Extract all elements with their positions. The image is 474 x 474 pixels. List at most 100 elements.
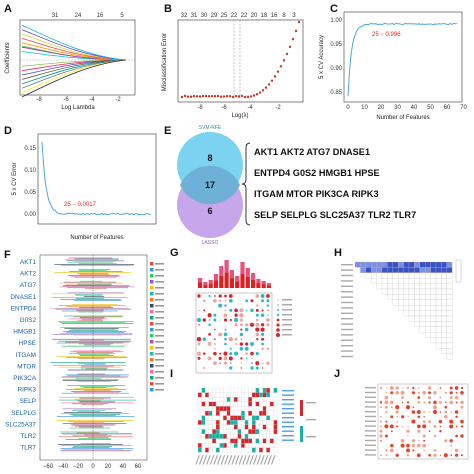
- x-tick-label: 20: [105, 464, 112, 470]
- grid-cell: [441, 272, 447, 279]
- dot: [255, 322, 260, 327]
- dot: [208, 319, 211, 321]
- cv-point: [216, 94, 220, 98]
- grid-cell: [387, 272, 393, 279]
- heat-cell: [233, 429, 238, 435]
- legend-text-stub: [155, 317, 164, 319]
- y-tick-label: 0.90: [330, 66, 342, 72]
- panel-h-legend-box: [455, 259, 462, 283]
- bar-segment: [224, 272, 229, 288]
- heat-cell: [212, 410, 217, 416]
- legend-text-stub: [155, 371, 164, 373]
- heat-cell: [201, 420, 206, 425]
- heat-cell: [223, 397, 227, 402]
- dot: [223, 332, 228, 337]
- heat-cell: [223, 401, 227, 407]
- top-tick-label: 20: [251, 13, 258, 19]
- coefficient-path: [21, 59, 127, 98]
- panel-label-i: I: [170, 368, 173, 380]
- grid-cell: [392, 267, 399, 273]
- heat-cell: [248, 443, 253, 448]
- panel-label-f: F: [4, 249, 11, 261]
- legend-swatch: [150, 370, 154, 374]
- dot: [196, 351, 202, 356]
- grid-cell: [430, 267, 437, 273]
- dot: [460, 434, 464, 438]
- dot: [439, 454, 442, 456]
- heat-cell: [208, 424, 213, 430]
- dot: [235, 343, 237, 345]
- dot: [234, 313, 238, 317]
- col-label-stub: [231, 455, 236, 465]
- heat-cell: [269, 443, 274, 448]
- top-tick-label: 22: [231, 13, 238, 19]
- dot: [234, 351, 239, 356]
- bar-segment: [261, 284, 266, 288]
- heat-cell: [233, 392, 238, 398]
- grid-cell: [403, 288, 410, 295]
- row-label-stub: [341, 323, 353, 325]
- dot: [384, 424, 389, 429]
- heat-cell: [262, 429, 267, 435]
- dot: [411, 410, 416, 414]
- heat-cell: [248, 438, 253, 444]
- heat-cell: [237, 433, 242, 439]
- dot: [449, 386, 453, 390]
- grid-cell: [446, 326, 453, 333]
- dot: [416, 453, 421, 458]
- dot: [460, 405, 464, 409]
- cv-point: [219, 95, 223, 98]
- heat-cell: [262, 438, 267, 444]
- dot: [219, 362, 221, 364]
- dot: [395, 386, 399, 390]
- dot: [385, 449, 388, 452]
- bar-segment: [208, 283, 213, 288]
- heat-cell: [233, 420, 238, 425]
- grid-cell: [414, 267, 420, 273]
- dot: [401, 425, 404, 428]
- heat-cell: [212, 443, 217, 448]
- grid-cell: [446, 348, 453, 354]
- dot: [261, 362, 264, 365]
- heat-cell: [215, 429, 220, 435]
- legend-dot: [276, 333, 280, 337]
- heat-cell: [266, 429, 271, 435]
- grid-cell: [387, 261, 393, 268]
- dot: [265, 294, 270, 298]
- heat-cell: [223, 429, 227, 435]
- heat-cell: [233, 438, 238, 444]
- grid-cell: [392, 272, 399, 279]
- dot: [250, 366, 254, 370]
- heat-cell: [266, 433, 271, 439]
- heat-cell: [237, 410, 242, 416]
- grid-cell: [414, 310, 420, 317]
- legend-swatch: [150, 262, 154, 266]
- dot: [385, 420, 388, 423]
- cv-point: [270, 79, 274, 82]
- heat-cell: [226, 387, 231, 393]
- dot: [455, 434, 458, 438]
- heat-cell: [219, 410, 224, 416]
- gene-label: RIPK3: [18, 387, 37, 394]
- heat-cell: [269, 406, 274, 412]
- heat-cell: [273, 410, 278, 416]
- dot: [239, 308, 244, 313]
- grid-cell: [435, 294, 442, 300]
- heat-cell: [208, 438, 213, 444]
- heat-cell: [230, 438, 235, 444]
- heat-cell: [208, 415, 213, 421]
- dot: [213, 351, 217, 356]
- dot: [256, 338, 259, 341]
- heat-cell: [259, 433, 263, 439]
- grid-cell: [354, 261, 361, 268]
- grid-cell: [430, 326, 437, 333]
- dot: [389, 448, 394, 453]
- heat-cell: [262, 410, 267, 416]
- heat-cell: [237, 406, 242, 412]
- y-tick-label: 0.10: [24, 168, 36, 174]
- dot: [438, 400, 442, 404]
- dot: [229, 366, 233, 370]
- heat-cell: [219, 433, 224, 439]
- panel-g-dotplot-frame: [195, 292, 273, 374]
- grid-cell: [381, 272, 388, 279]
